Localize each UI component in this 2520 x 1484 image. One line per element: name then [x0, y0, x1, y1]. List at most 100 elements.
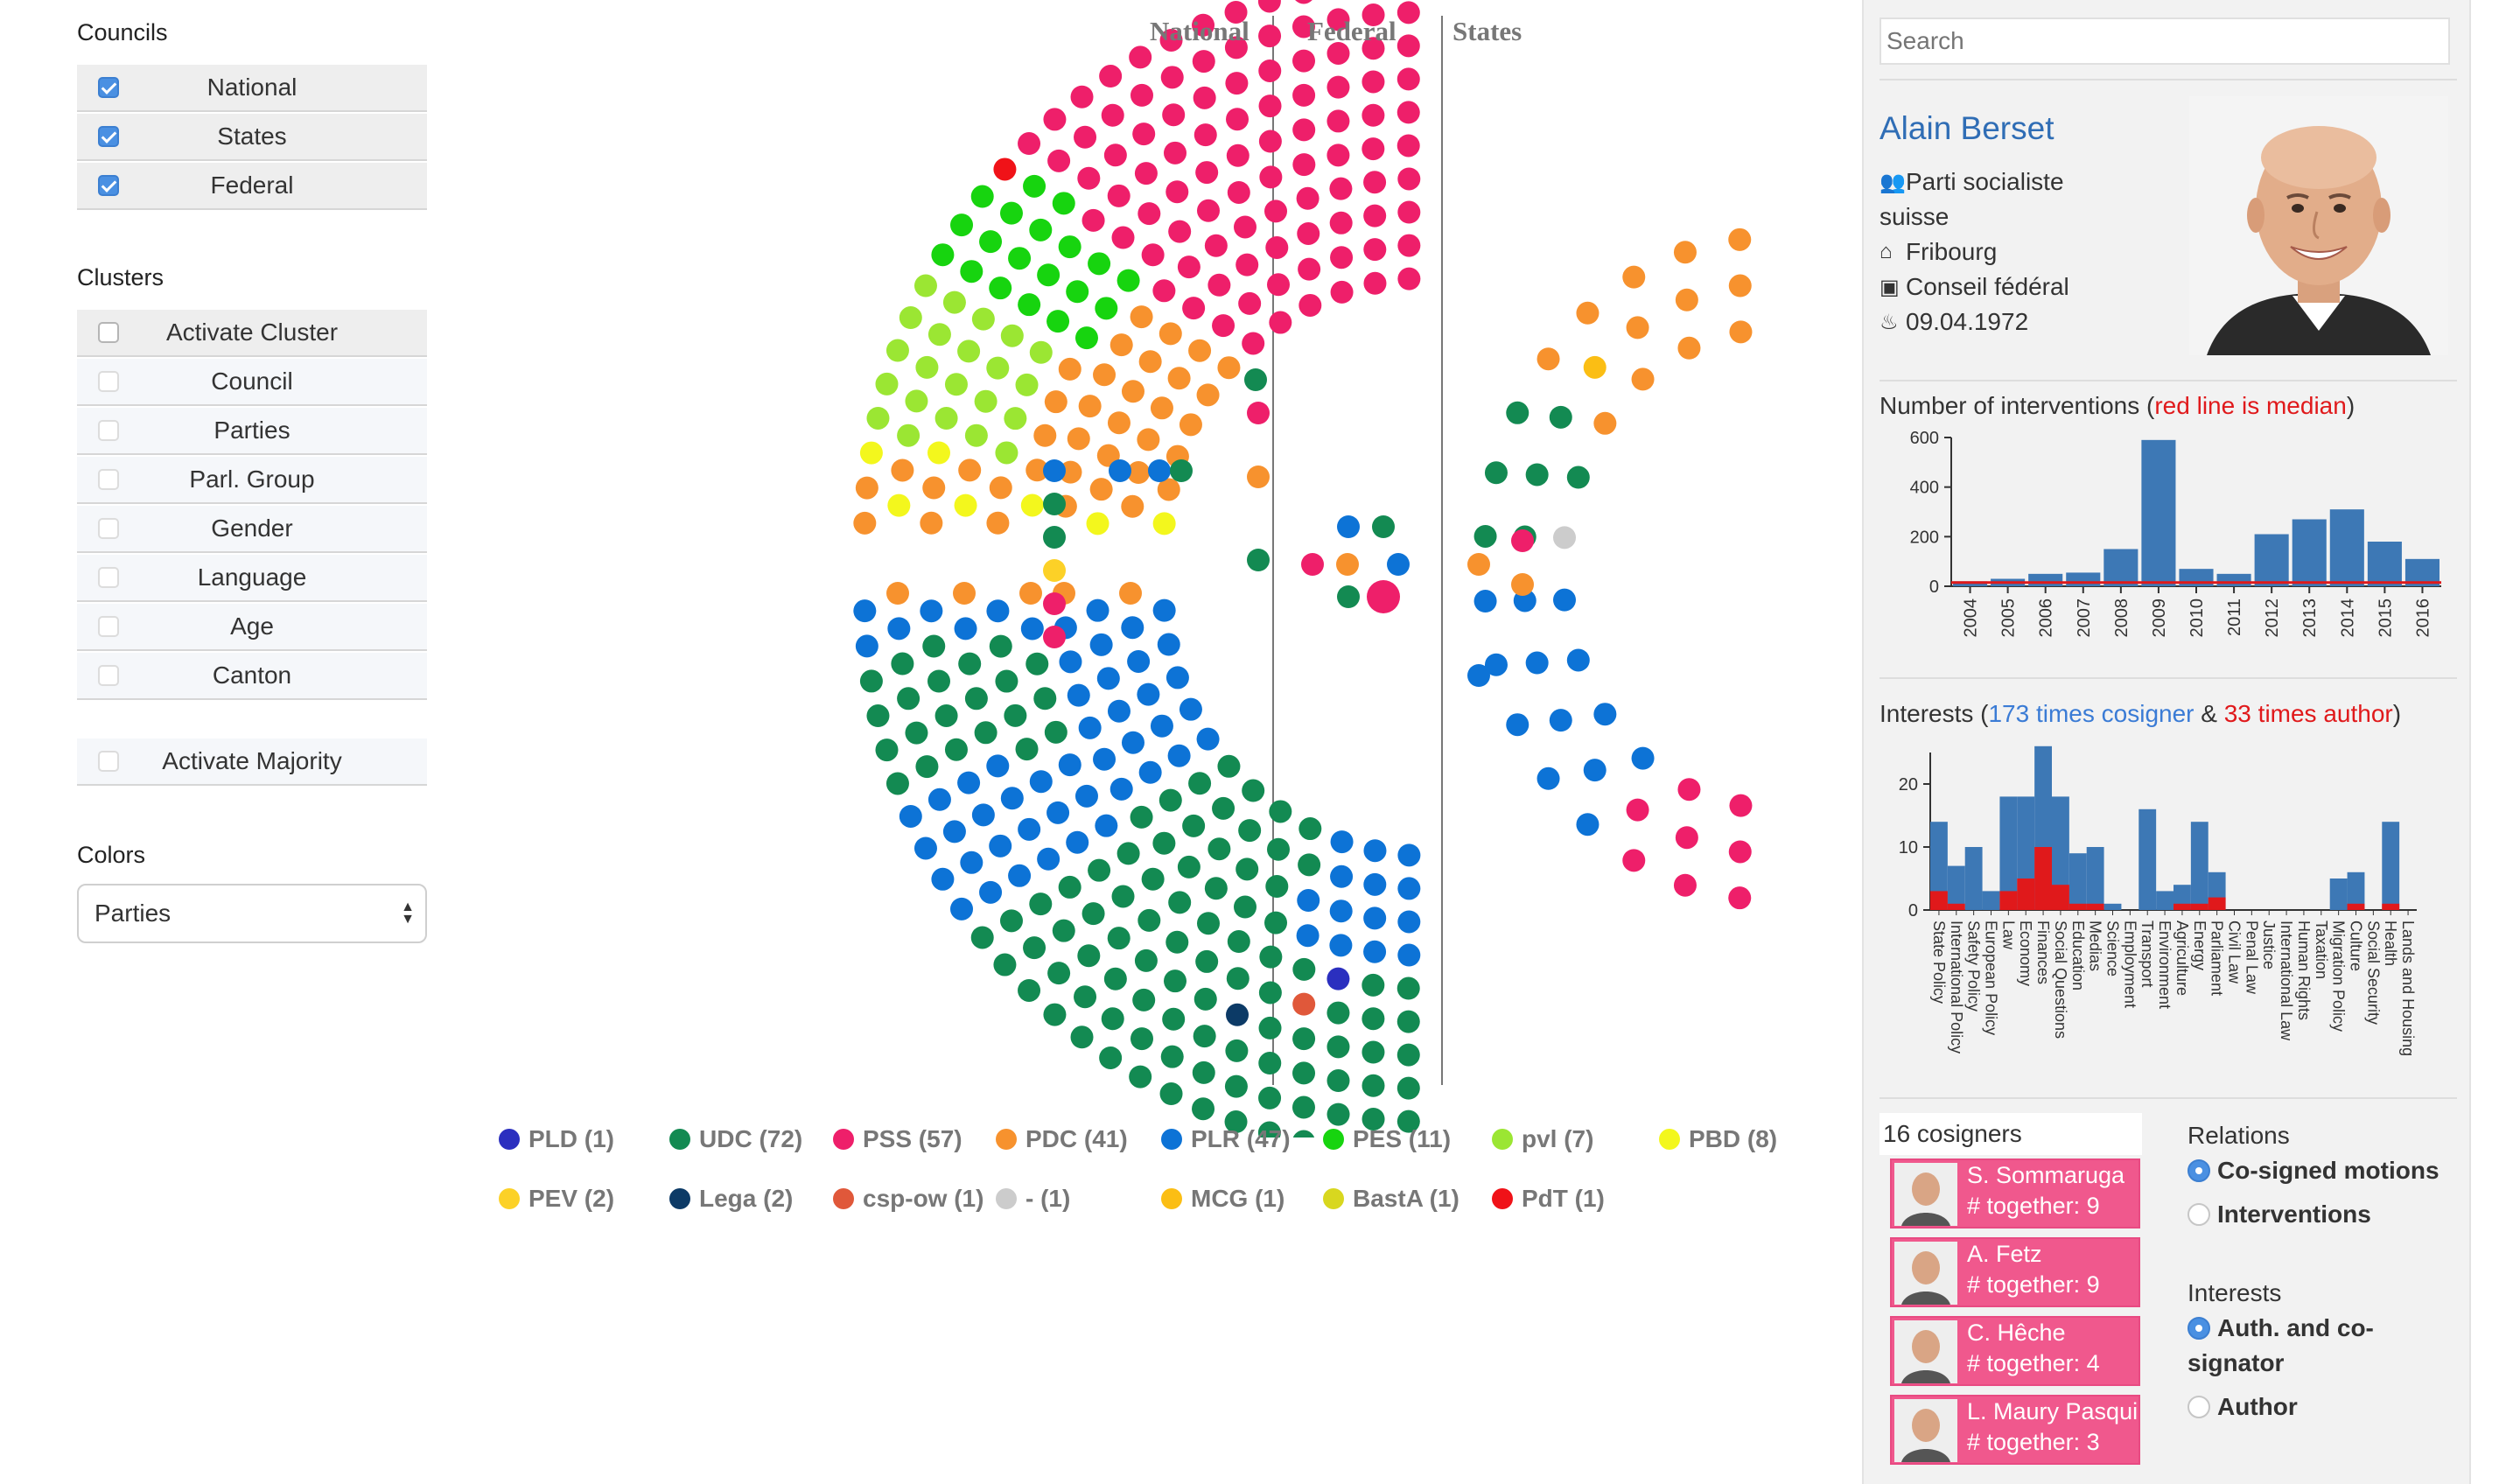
- seat[interactable]: [1363, 204, 1387, 228]
- checkbox-federal[interactable]: [98, 175, 119, 196]
- seat[interactable]: [1074, 125, 1097, 149]
- seat[interactable]: [1109, 459, 1131, 482]
- seat[interactable]: [1566, 466, 1590, 489]
- seat[interactable]: [1267, 273, 1290, 297]
- seat[interactable]: [1259, 165, 1283, 189]
- cluster-option-gender[interactable]: Gender: [77, 504, 427, 553]
- seat[interactable]: [979, 230, 1003, 254]
- radio-interventions[interactable]: Interventions: [2188, 1200, 2371, 1228]
- seat[interactable]: [1037, 847, 1060, 871]
- radio-button[interactable]: [2188, 1396, 2210, 1418]
- seat[interactable]: [855, 476, 878, 500]
- seat[interactable]: [1077, 166, 1101, 190]
- seat[interactable]: [1593, 703, 1617, 726]
- seat[interactable]: [1101, 103, 1124, 127]
- seat[interactable]: [1224, 1074, 1248, 1098]
- seat[interactable]: [1192, 1097, 1215, 1121]
- seat[interactable]: [1242, 332, 1265, 355]
- seat[interactable]: [1103, 967, 1127, 990]
- seat[interactable]: [1238, 819, 1262, 843]
- seat[interactable]: [1130, 1027, 1153, 1051]
- seat[interactable]: [1026, 458, 1049, 482]
- seat[interactable]: [1298, 817, 1322, 841]
- council-option-federal[interactable]: Federal: [77, 161, 427, 210]
- search-input[interactable]: [1880, 18, 2450, 65]
- seat[interactable]: [942, 290, 966, 314]
- seat[interactable]: [1043, 459, 1066, 482]
- seat[interactable]: [934, 407, 958, 430]
- seat[interactable]: [1292, 0, 1315, 4]
- seat[interactable]: [922, 634, 946, 658]
- legend-item[interactable]: BastA (1): [1323, 1185, 1460, 1213]
- seat[interactable]: [1043, 526, 1066, 549]
- seat[interactable]: [964, 687, 988, 710]
- seat[interactable]: [974, 389, 998, 413]
- seat[interactable]: [1269, 800, 1292, 823]
- seat[interactable]: [1397, 943, 1421, 967]
- seat[interactable]: [1729, 794, 1753, 817]
- seat[interactable]: [960, 260, 984, 284]
- seat[interactable]: [853, 511, 877, 535]
- seat[interactable]: [1023, 936, 1046, 960]
- seat[interactable]: [1088, 252, 1111, 276]
- seat[interactable]: [1066, 280, 1089, 304]
- seat[interactable]: [970, 185, 994, 208]
- seat[interactable]: [875, 372, 899, 396]
- seat[interactable]: [1474, 524, 1497, 548]
- seat[interactable]: [1292, 992, 1316, 1016]
- seat[interactable]: [859, 441, 883, 465]
- seat[interactable]: [866, 704, 890, 728]
- seat[interactable]: [1110, 333, 1133, 357]
- seat[interactable]: [1396, 101, 1420, 124]
- seat[interactable]: [1553, 526, 1577, 550]
- seat[interactable]: [1269, 311, 1292, 334]
- seat[interactable]: [1362, 1074, 1385, 1097]
- seat[interactable]: [1046, 310, 1070, 333]
- seat[interactable]: [1177, 855, 1200, 878]
- seat[interactable]: [1152, 831, 1176, 855]
- seat[interactable]: [1004, 704, 1027, 727]
- seat[interactable]: [1029, 218, 1053, 242]
- seat[interactable]: [1194, 123, 1217, 147]
- seat[interactable]: [859, 669, 883, 693]
- seat[interactable]: [1525, 463, 1549, 486]
- cluster-option-parties[interactable]: Parties: [77, 406, 427, 455]
- seat[interactable]: [1043, 108, 1067, 131]
- seat[interactable]: [1576, 813, 1600, 836]
- cluster-option-parl-group[interactable]: Parl. Group: [77, 455, 427, 504]
- seat[interactable]: [1326, 75, 1350, 99]
- seat[interactable]: [1259, 945, 1283, 969]
- seat[interactable]: [993, 953, 1017, 976]
- legend-item[interactable]: PBD (8): [1659, 1125, 1777, 1153]
- seat[interactable]: [1363, 171, 1387, 194]
- seat[interactable]: [989, 276, 1012, 300]
- seat[interactable]: [986, 754, 1010, 778]
- checkbox-canton[interactable]: [98, 665, 119, 686]
- seat[interactable]: [1247, 466, 1270, 488]
- seat[interactable]: [999, 201, 1023, 225]
- seat[interactable]: [1019, 582, 1042, 605]
- seat[interactable]: [1467, 664, 1490, 687]
- seat[interactable]: [1043, 626, 1066, 648]
- seat[interactable]: [995, 669, 1018, 693]
- seat[interactable]: [1397, 267, 1421, 290]
- seat[interactable]: [1265, 875, 1289, 899]
- seat[interactable]: [1728, 886, 1752, 910]
- seat[interactable]: [1047, 149, 1071, 172]
- seat[interactable]: [1363, 872, 1387, 896]
- seat[interactable]: [1020, 617, 1044, 640]
- seat[interactable]: [1362, 1007, 1385, 1031]
- seat[interactable]: [927, 441, 950, 465]
- seat[interactable]: [931, 867, 955, 891]
- seat[interactable]: [1160, 1045, 1184, 1068]
- seat[interactable]: [1107, 411, 1130, 435]
- seat[interactable]: [1074, 985, 1097, 1009]
- seat[interactable]: [1677, 778, 1701, 802]
- seat[interactable]: [1549, 405, 1572, 429]
- legend-item[interactable]: PLD (1): [499, 1125, 614, 1153]
- seat[interactable]: [1058, 357, 1082, 381]
- seat[interactable]: [1258, 981, 1282, 1004]
- seat[interactable]: [1729, 320, 1753, 344]
- cluster-option-activate[interactable]: Activate Cluster: [77, 308, 427, 357]
- checkbox-parties[interactable]: [98, 420, 119, 441]
